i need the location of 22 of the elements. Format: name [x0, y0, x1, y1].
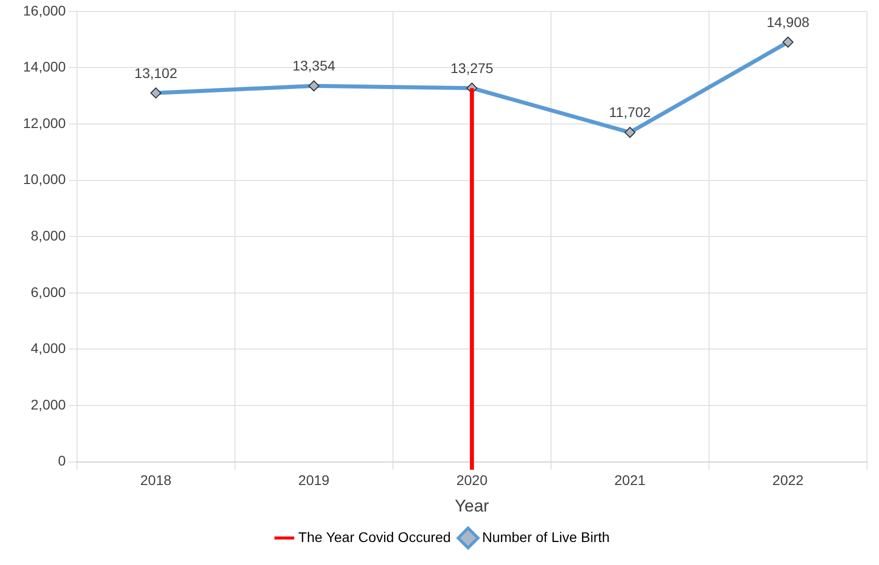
legend-label: Number of Live Birth	[482, 528, 610, 545]
y-tick-label: 6,000	[30, 284, 66, 300]
x-tick-label: 2022	[772, 472, 804, 488]
y-tick-label: 14,000	[22, 58, 66, 75]
y-tick-label: 4,000	[30, 340, 66, 356]
data-label: 11,702	[609, 104, 652, 120]
x-axis-title: Year	[454, 496, 490, 516]
y-tick-label: 2,000	[30, 396, 66, 412]
data-label: 13,102	[134, 64, 178, 81]
x-tick-label: 2019	[298, 472, 330, 488]
y-tick-label: 0	[58, 452, 66, 469]
x-tick-label: 2021	[614, 472, 646, 488]
y-tick-label: 12,000	[22, 114, 66, 131]
legend-label: The Year Covid Occured	[298, 528, 451, 545]
y-tick-label: 10,000	[22, 171, 66, 188]
y-tick-label: 8,000	[30, 227, 66, 244]
data-label: 13,354	[292, 58, 336, 74]
data-label: 13,275	[450, 60, 494, 76]
x-tick-label: 2020	[456, 472, 488, 488]
data-label: 14,908	[766, 14, 810, 30]
y-tick-label: 16,000	[22, 2, 66, 18]
x-tick-label: 2018	[140, 472, 172, 488]
